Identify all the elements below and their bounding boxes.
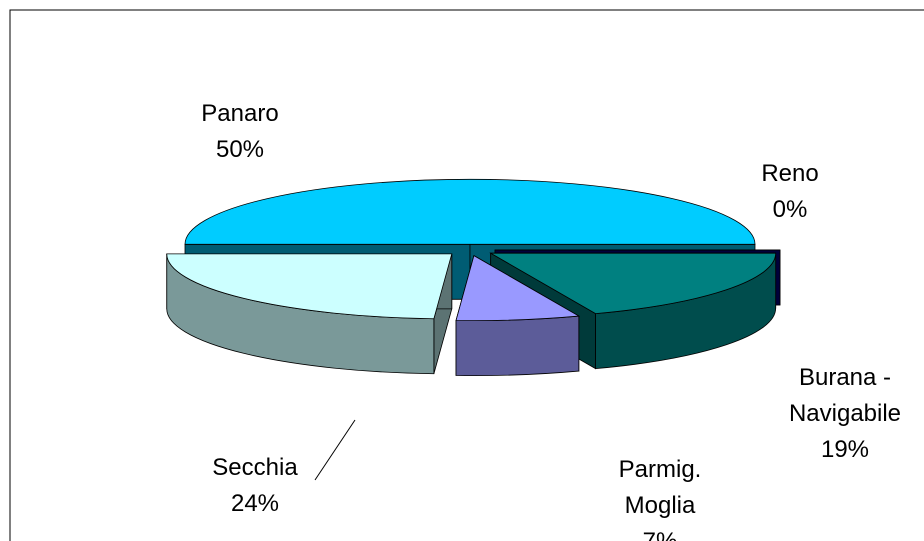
label-value: 50% (215, 136, 265, 163)
label-value: 24% (230, 490, 280, 517)
data-label: Burana - Navigabile 19% (770, 360, 920, 468)
slice (184, 178, 756, 245)
data-label: Secchia 24% (185, 450, 325, 522)
label-category: Burana - Navigabile (788, 364, 902, 427)
label-value: 0% (772, 196, 808, 223)
label-category: Reno (761, 160, 819, 187)
label-category: Panaro (201, 100, 279, 127)
slice (489, 252, 777, 315)
label-value: 7% (595, 524, 725, 541)
data-label: Panaro 50% (170, 96, 310, 168)
label-category: Secchia (212, 454, 298, 481)
slice (455, 255, 581, 322)
leader-line (314, 419, 356, 481)
data-label: Reno 0% (720, 156, 860, 228)
slice (166, 253, 453, 320)
data-label: Parmig. Moglia 7% (595, 452, 725, 541)
label-category: Parmig. Moglia (618, 456, 702, 519)
pie (166, 178, 781, 377)
slice-side (455, 315, 580, 377)
label-value: 19% (820, 436, 870, 463)
